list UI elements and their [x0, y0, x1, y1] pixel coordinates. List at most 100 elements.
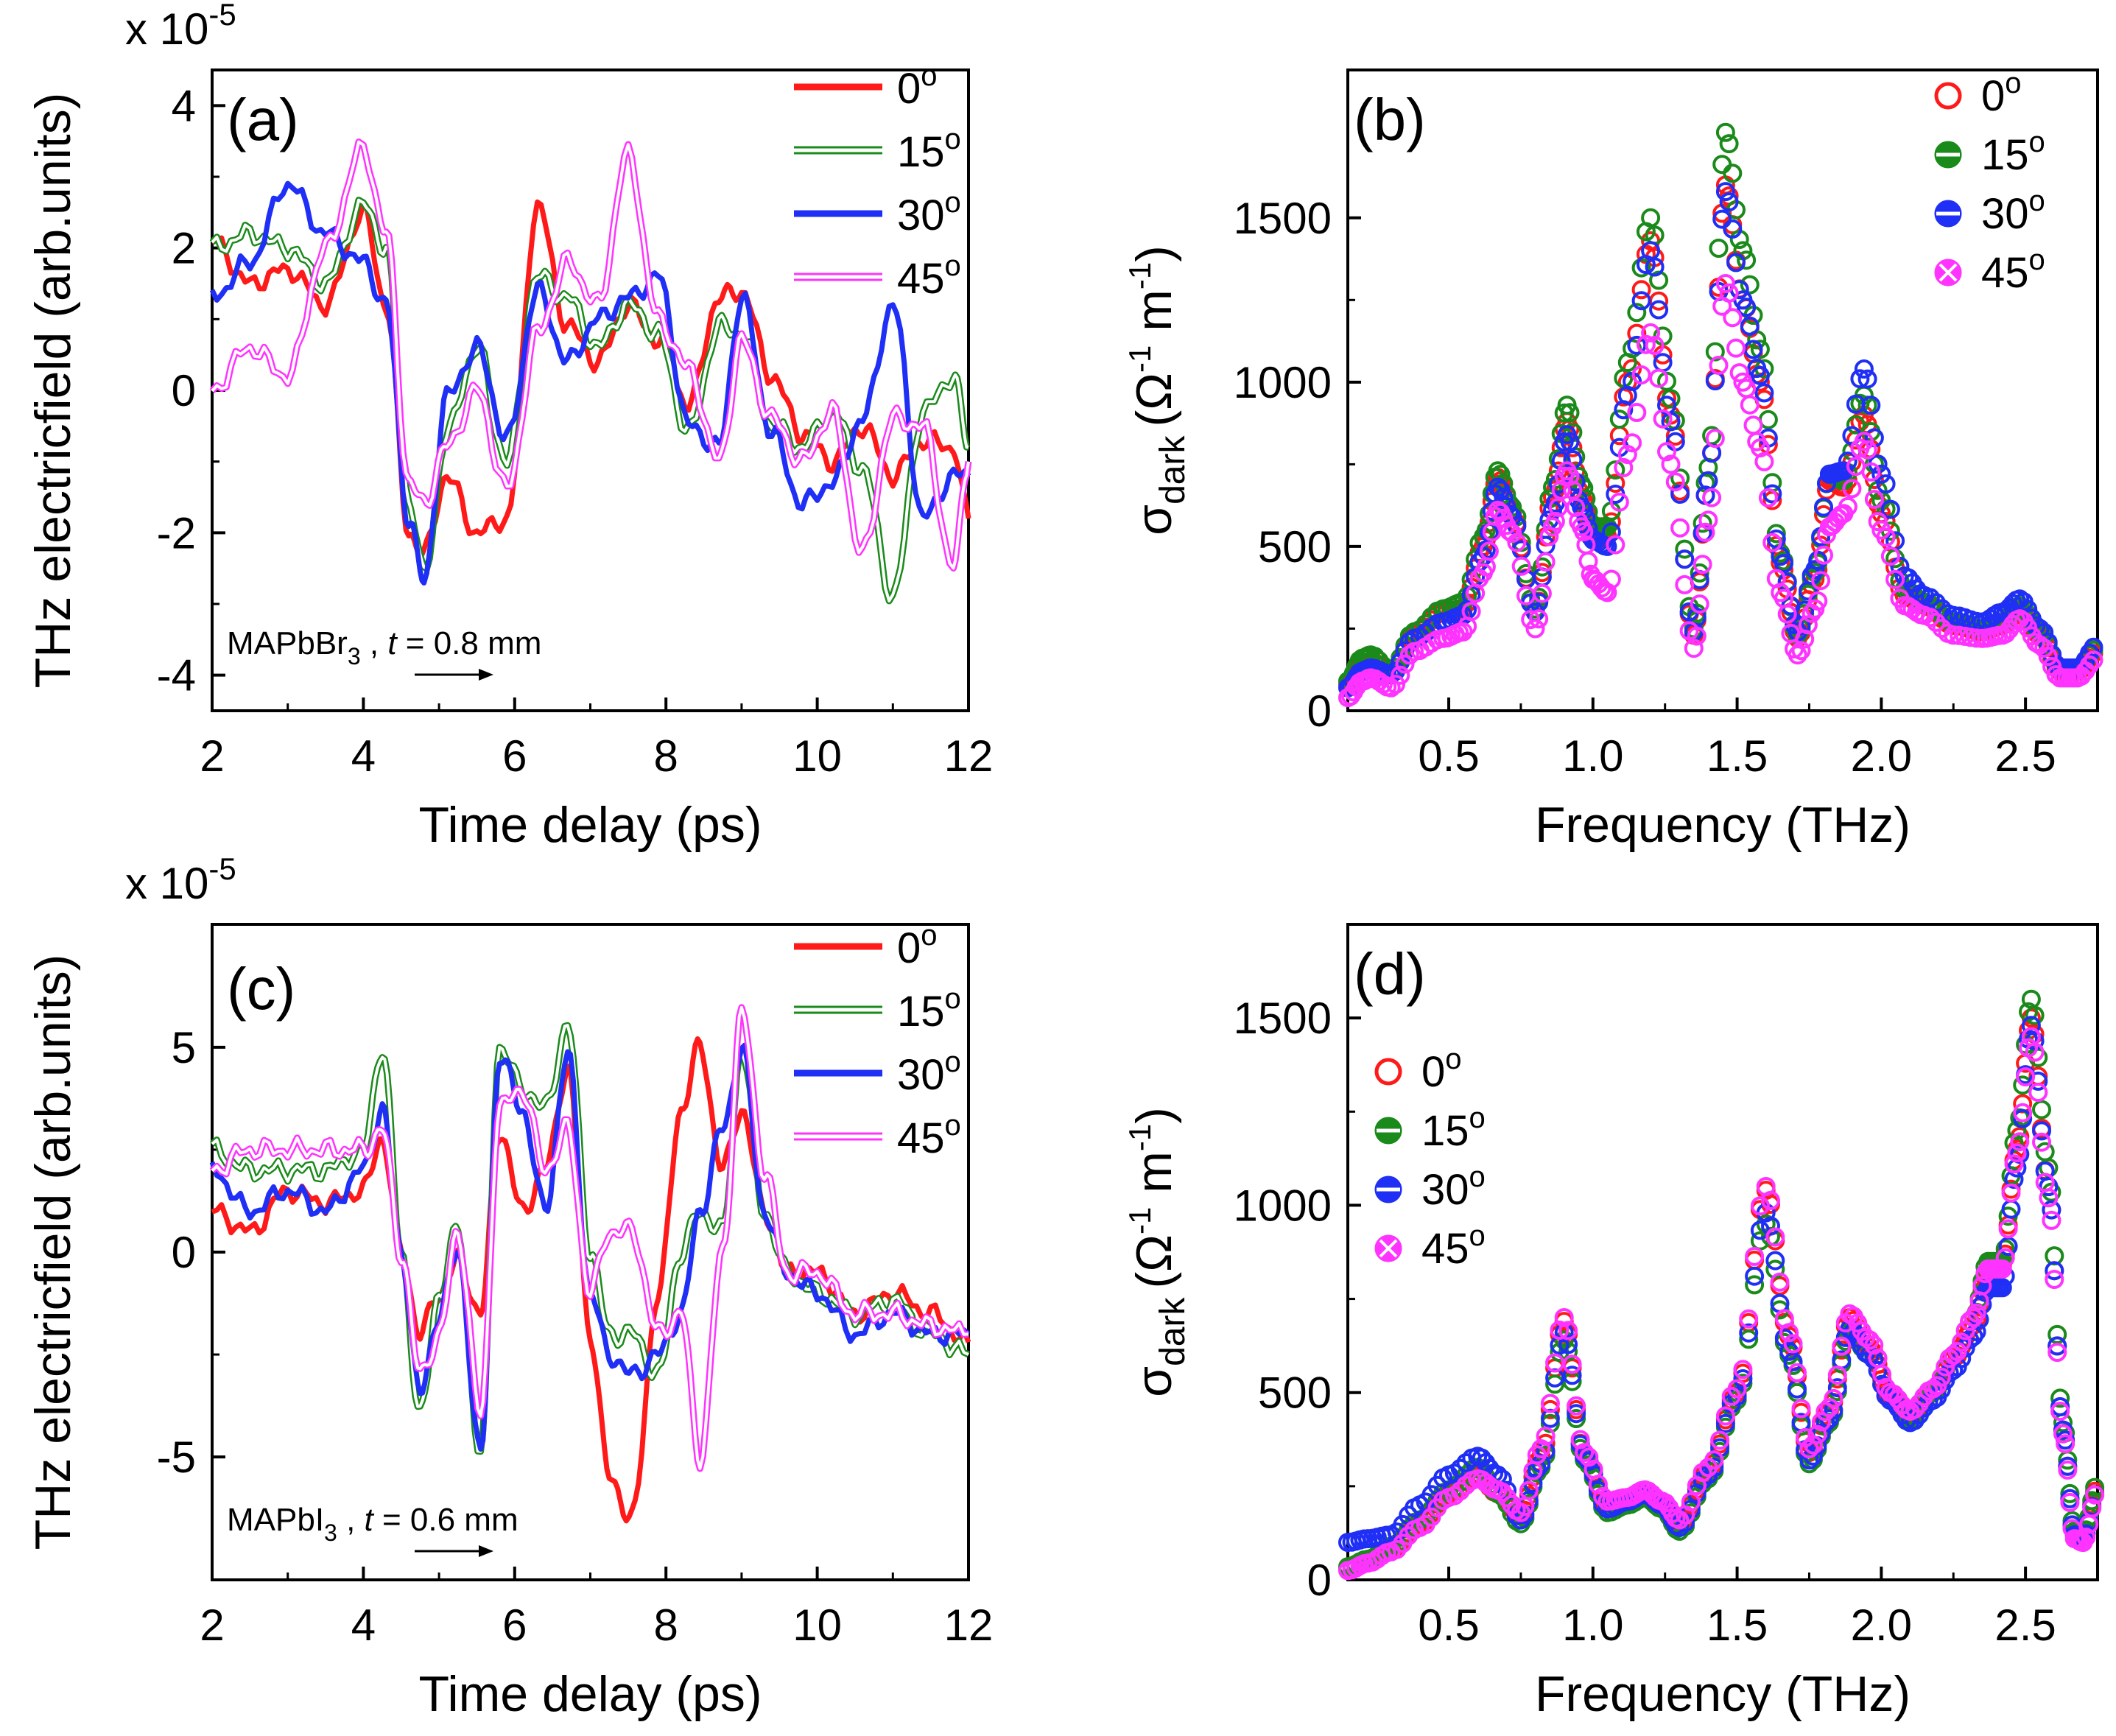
data-point-30o — [2042, 1200, 2061, 1220]
series-line-45o-inner — [211, 140, 970, 570]
y-axis-label-ylabel-close: ) — [1126, 245, 1182, 262]
data-point-45o — [1966, 628, 1986, 648]
data-point-45o — [1905, 1399, 1925, 1419]
arrow-head — [479, 1545, 493, 1557]
data-point-15o — [1765, 1259, 1785, 1279]
data-point-45o — [1665, 472, 1685, 492]
data-point-30o — [1931, 1380, 1951, 1399]
data-point-45o — [1578, 551, 1598, 571]
data-point-30o — [1876, 474, 1896, 493]
data-point-45o — [1560, 466, 1580, 486]
data-point-30o — [1834, 461, 1854, 481]
data-point-45o — [2007, 1143, 2027, 1163]
data-point-45o — [2048, 1343, 2067, 1362]
data-point-45o — [1641, 323, 1661, 342]
data-point-45o — [1636, 334, 1656, 354]
data-point-45o — [1811, 571, 1831, 591]
panel-label: (b) — [1354, 87, 1426, 152]
legend-label-0o: 0o — [1421, 1043, 1462, 1096]
data-point-30o — [1750, 1220, 1770, 1240]
panel-b: 0.5 1.0 1.5 2.0 2.5 0 500 1000 1500 Frequency (TH… — [1122, 67, 2103, 853]
data-point-30o — [2028, 1071, 2048, 1091]
data-point-45o — [2060, 1492, 2080, 1512]
y-tick-label: -2 — [157, 508, 196, 558]
data-point-45o — [1762, 533, 1782, 552]
x-tick-label: 2 — [200, 731, 224, 781]
data-point-30o — [2032, 1121, 2051, 1141]
panel-label: (a) — [227, 87, 299, 152]
data-point-0o — [1540, 1399, 1560, 1419]
data-point-45o — [1729, 363, 1749, 383]
data-point-45o — [1661, 454, 1681, 474]
y-tick-label: 1500 — [1234, 994, 1332, 1043]
data-point-45o — [1998, 1219, 2018, 1239]
data-point-45o — [1649, 368, 1669, 388]
data-point-30o — [2013, 1108, 2033, 1128]
series-line-0o — [211, 199, 971, 559]
x-tick-label: 12 — [944, 1600, 994, 1650]
legend-label-45o-number: 45 — [1981, 249, 2029, 297]
data-point-45o — [1819, 1398, 1839, 1418]
y-tick-label: 1500 — [1234, 194, 1332, 243]
data-point-45o — [1693, 555, 1712, 574]
plot-frame — [1346, 923, 2099, 1581]
series-line-45o-outer — [209, 1004, 969, 1472]
data-point-45o — [1799, 1439, 1819, 1458]
data-point-30o — [1750, 365, 1770, 385]
data-point-45o — [1609, 492, 1629, 512]
data-point-45o — [1645, 336, 1665, 355]
data-point-45o — [1798, 615, 1818, 635]
data-point-45o — [1791, 1399, 1811, 1419]
data-point-45o — [1723, 308, 1743, 328]
legend-label-45o-degree: o — [945, 250, 961, 282]
legend-label-0o-degree: o — [1445, 1043, 1461, 1075]
legend-label-30o: 30o — [1421, 1161, 1486, 1214]
x-tick-label: 6 — [502, 731, 527, 781]
y-tick-label: 500 — [1258, 1368, 1332, 1418]
y-axis-label-ylabel-sub: dark — [1153, 1297, 1192, 1366]
data-point-45o — [2058, 1460, 2078, 1480]
data-point-45o — [1606, 535, 1625, 555]
data-point-30o — [1762, 484, 1782, 504]
data-point-45o — [1758, 488, 1778, 507]
data-point-45o — [1710, 1430, 1730, 1450]
data-point-45o — [2025, 1042, 2045, 1062]
data-point-45o — [1765, 1227, 1785, 1247]
x-tick-label: 0.5 — [1418, 1600, 1479, 1650]
x-tick-label: 10 — [792, 1600, 842, 1650]
data-point-0o — [1631, 280, 1651, 300]
data-point-45o — [1854, 432, 1874, 451]
data-point-15o — [1846, 415, 1866, 435]
data-point-45o — [1492, 1482, 1512, 1502]
data-point-30o — [2048, 1336, 2067, 1356]
data-point-30o — [1861, 396, 1881, 415]
x-tick-label: 4 — [351, 731, 376, 781]
data-point-45o — [1698, 510, 1718, 530]
data-point-45o — [2004, 1154, 2024, 1174]
panel-c: 2 4 6 8 10 12 -5 0 5 Time delay (ps) THz electricf… — [25, 851, 993, 1722]
data-point-30o — [1645, 257, 1665, 277]
x-tick-label: 2.5 — [1994, 731, 2056, 781]
data-point-45o — [1709, 356, 1729, 375]
data-point-15o — [2048, 1324, 2067, 1344]
data-point-45o — [1579, 1447, 1599, 1467]
data-point-30o — [1649, 300, 1669, 320]
legend-label-45o: 45o — [897, 1109, 961, 1162]
data-point-45o — [1761, 1190, 1780, 1210]
data-point-30o — [1765, 1251, 1785, 1271]
data-point-45o — [1387, 1539, 1407, 1559]
data-point-15o — [2050, 1388, 2070, 1408]
data-point-45o — [1754, 451, 1774, 471]
plot-frame — [1346, 68, 2099, 712]
data-point-45o — [1570, 1430, 1590, 1449]
y-axis-label: THz electricfield (arb.units) — [25, 93, 81, 689]
y-axis-label-ylabel-units: (Ω — [1126, 1234, 1182, 1288]
data-point-45o — [1623, 433, 1642, 453]
data-point-30o — [1601, 522, 1621, 542]
x-tick-label: 1.5 — [1706, 1600, 1768, 1650]
data-point-45o — [1808, 591, 1828, 611]
data-point-15o — [1606, 460, 1625, 480]
data-point-15o — [1649, 270, 1669, 290]
data-point-45o — [1779, 1323, 1799, 1343]
data-point-15o — [1995, 1239, 2015, 1259]
